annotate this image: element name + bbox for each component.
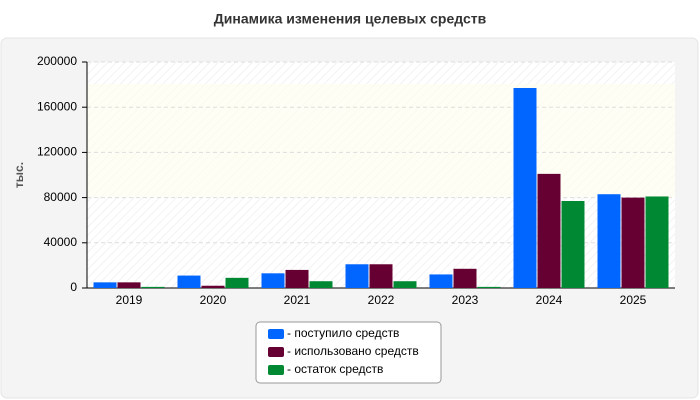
- x-tick-label: 2024: [536, 293, 563, 307]
- legend-label: - поступило средств: [287, 326, 399, 340]
- chart-title: Динамика изменения целевых средств: [214, 11, 487, 27]
- bar: [201, 285, 225, 288]
- bar: [621, 197, 645, 288]
- y-tick-label: 0: [70, 280, 77, 294]
- bar: [141, 286, 165, 288]
- legend-swatch: [268, 365, 284, 375]
- y-tick-label: 200000: [37, 54, 77, 68]
- bar: [597, 194, 621, 288]
- plot-band: [87, 84, 675, 197]
- bar: [561, 200, 585, 288]
- legend: [255, 321, 442, 384]
- bar: [369, 264, 393, 288]
- legend-label: - использовано средств: [287, 344, 419, 358]
- legend-swatch: [268, 347, 284, 357]
- x-tick-label: 2019: [116, 293, 143, 307]
- y-tick-label: 40000: [44, 235, 78, 249]
- bar: [117, 282, 141, 288]
- x-tick-label: 2021: [284, 293, 311, 307]
- bar: [261, 273, 285, 288]
- bar: [429, 274, 453, 288]
- x-tick-label: 2022: [368, 293, 395, 307]
- bar: [477, 286, 501, 288]
- bar: [93, 282, 117, 288]
- legend-swatch: [268, 329, 284, 339]
- legend-label: - остаток средств: [287, 362, 383, 376]
- bar: [285, 269, 309, 288]
- y-tick-label: 120000: [37, 145, 77, 159]
- bar: [309, 281, 333, 288]
- x-tick-label: 2025: [620, 293, 647, 307]
- y-tick-label: 80000: [44, 190, 78, 204]
- bar: [453, 268, 477, 288]
- y-tick-label: 160000: [37, 99, 77, 113]
- x-tick-label: 2020: [200, 293, 227, 307]
- x-tick-label: 2023: [452, 293, 479, 307]
- bar: [513, 87, 537, 289]
- bar: [393, 281, 417, 288]
- y-axis-label: тыс.: [12, 162, 26, 188]
- bar: [225, 277, 249, 288]
- bar: [345, 264, 369, 288]
- bar: [177, 275, 201, 288]
- bar: [645, 196, 669, 288]
- bar: [537, 173, 561, 288]
